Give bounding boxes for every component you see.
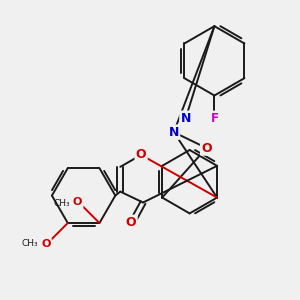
Text: O: O [136, 148, 146, 161]
Text: O: O [41, 239, 51, 249]
Text: O: O [201, 142, 212, 154]
Text: O: O [73, 197, 82, 207]
Text: N: N [169, 126, 179, 139]
Text: O: O [126, 216, 136, 229]
Text: CH₃: CH₃ [53, 199, 70, 208]
Text: CH₃: CH₃ [22, 239, 38, 248]
Text: F: F [210, 112, 218, 125]
Text: N: N [181, 112, 191, 125]
